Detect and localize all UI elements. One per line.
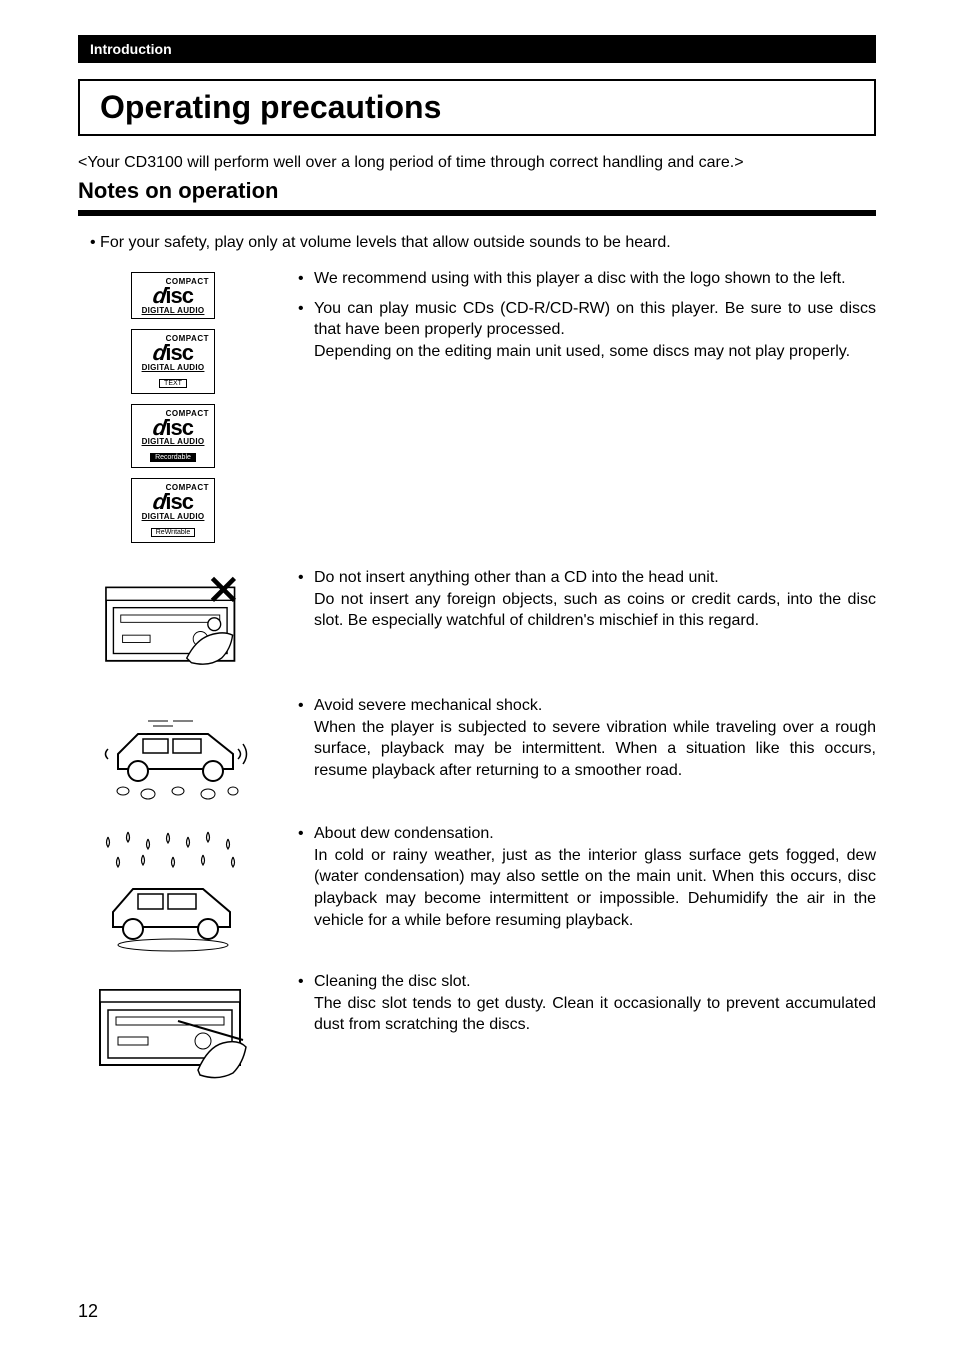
row-discs: COMPACT disc DIGITAL AUDIO COMPACT disc … (78, 268, 876, 553)
shock-bullet: Avoid severe mechanical shock. When the … (298, 695, 876, 781)
clean-slot-icon (88, 975, 258, 1085)
cd-logo-digital-audio: COMPACT disc DIGITAL AUDIO (131, 272, 215, 319)
clean-bullet: Cleaning the disc slot. The disc slot te… (298, 971, 876, 1036)
dew-illustration (78, 823, 268, 957)
row-clean: Cleaning the disc slot. The disc slot te… (78, 971, 876, 1085)
section-header: Introduction (78, 35, 876, 63)
row-insert: Do not insert anything other than a CD i… (78, 567, 876, 681)
intro-text: <Your CD3100 will perform well over a lo… (78, 154, 876, 172)
row-shock: Avoid severe mechanical shock. When the … (78, 695, 876, 809)
divider (78, 210, 876, 216)
head-unit-insert-icon (88, 571, 258, 681)
clean-illustration (78, 971, 268, 1085)
insert-text: Do not insert anything other than a CD i… (268, 567, 876, 640)
insert-illustration (78, 567, 268, 681)
shock-illustration (78, 695, 268, 809)
dew-text: About dew condensation. In cold or rainy… (268, 823, 876, 939)
clean-text: Cleaning the disc slot. The disc slot te… (268, 971, 876, 1044)
car-vibration-icon (88, 699, 258, 809)
car-dew-icon (88, 827, 258, 957)
page-title: Operating precautions (100, 89, 854, 126)
page-number: 12 (78, 1301, 98, 1322)
disc-bullet-1: We recommend using with this player a di… (298, 268, 876, 290)
shock-text: Avoid severe mechanical shock. When the … (268, 695, 876, 789)
dew-bullet: About dew condensation. In cold or rainy… (298, 823, 876, 931)
insert-bullet: Do not insert anything other than a CD i… (298, 567, 876, 632)
disc-bullet-2: You can play music CDs (CD-R/CD-RW) on t… (298, 298, 876, 363)
cd-logo-recordable: COMPACT disc DIGITAL AUDIO Recordable (131, 404, 215, 469)
disc-text: We recommend using with this player a di… (268, 268, 876, 370)
cd-logo-rewritable: COMPACT disc DIGITAL AUDIO ReWritable (131, 478, 215, 543)
cd-logo-text: COMPACT disc DIGITAL AUDIO TEXT (131, 329, 215, 394)
subtitle: Notes on operation (78, 178, 876, 204)
title-box: Operating precautions (78, 79, 876, 136)
row-dew: About dew condensation. In cold or rainy… (78, 823, 876, 957)
cd-logos-column: COMPACT disc DIGITAL AUDIO COMPACT disc … (78, 268, 268, 553)
top-bullet: • For your safety, play only at volume l… (90, 234, 876, 252)
